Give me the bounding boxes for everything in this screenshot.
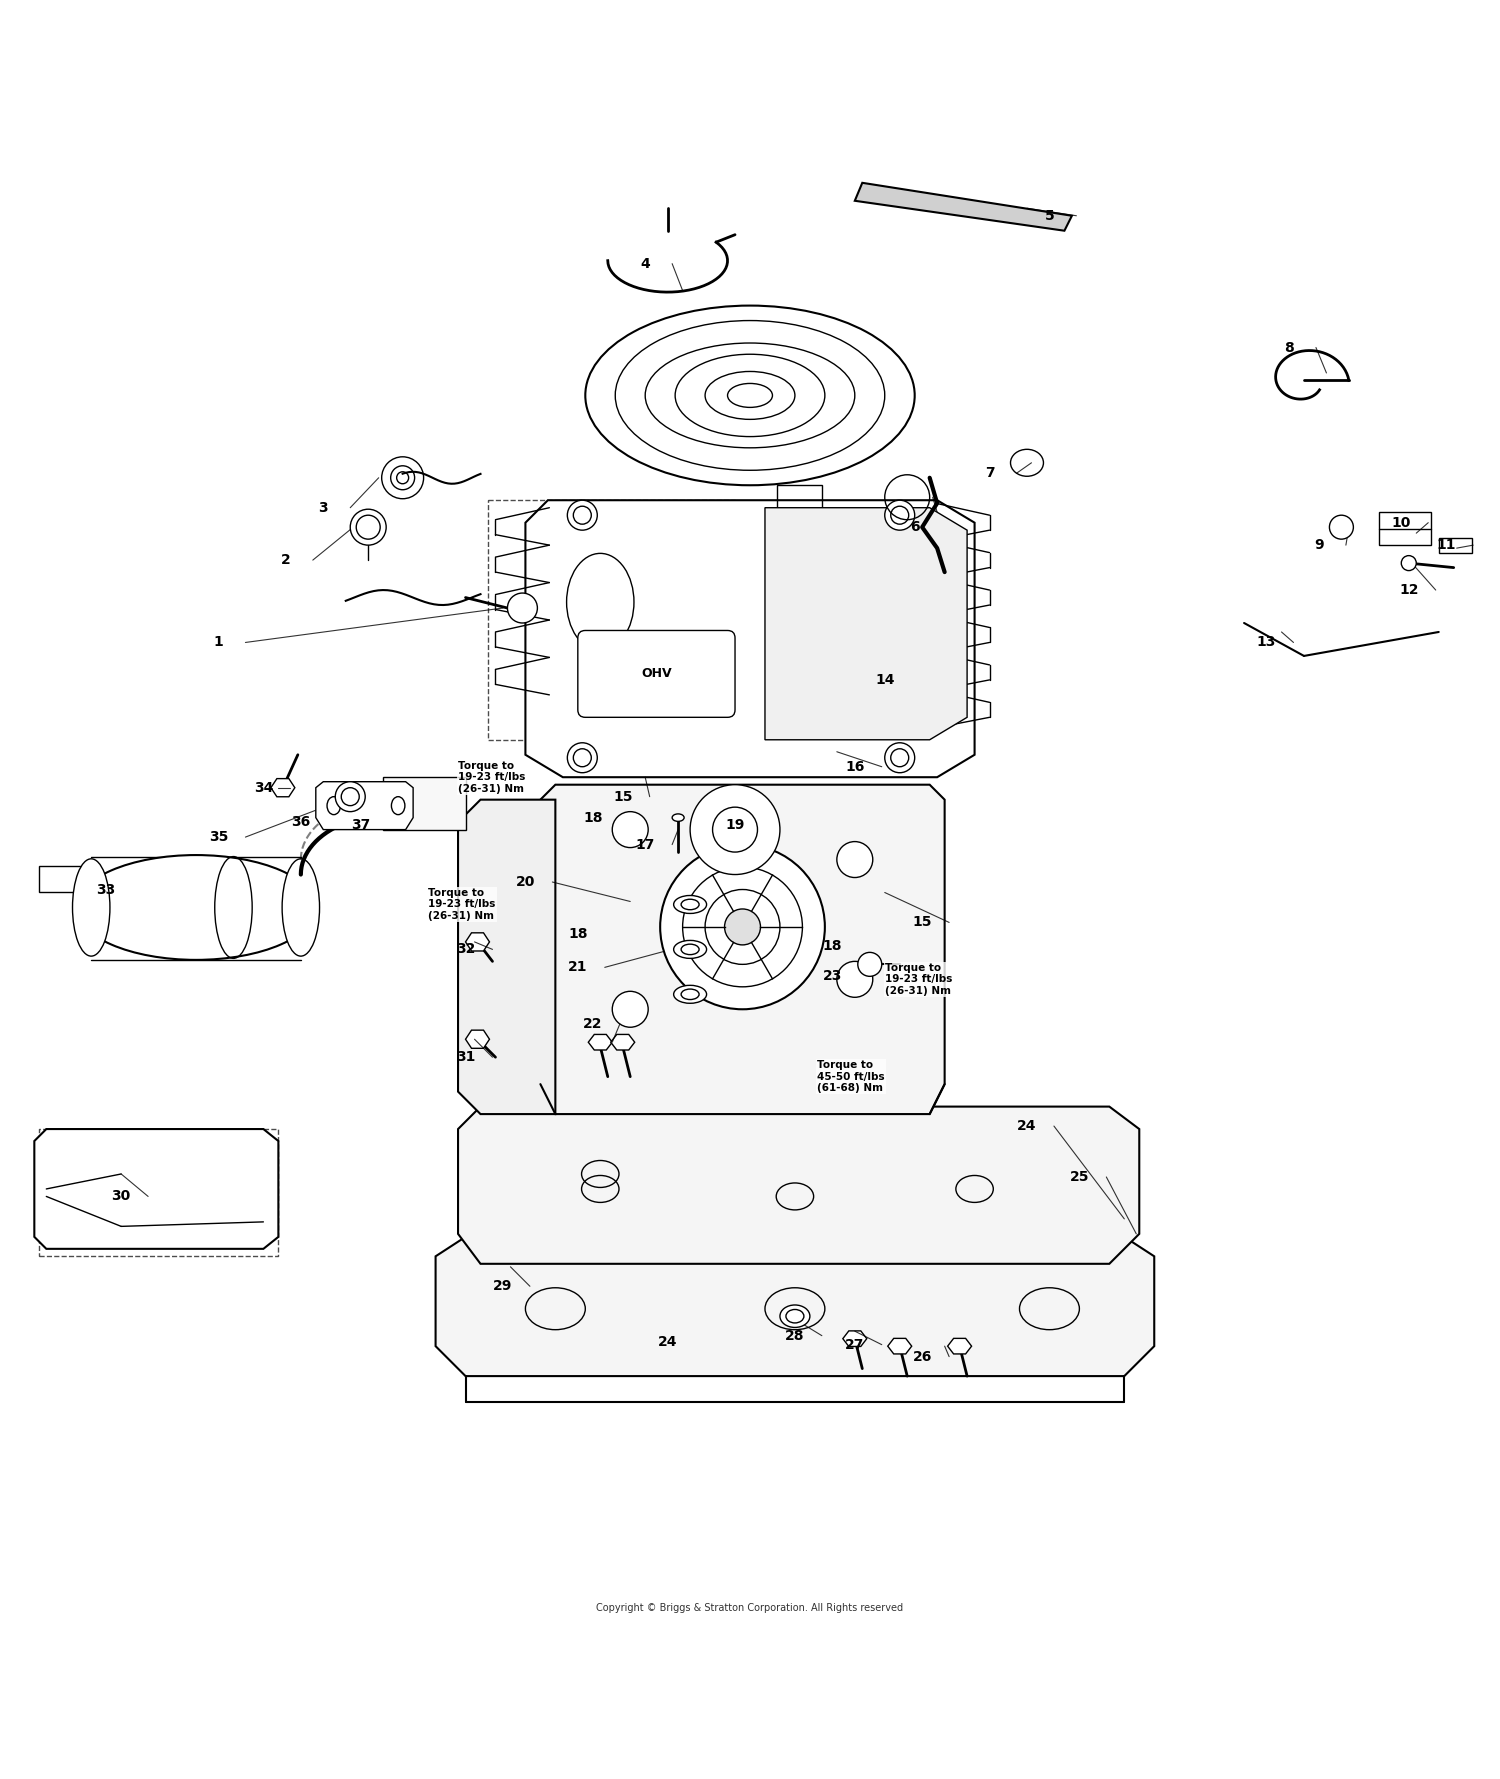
Text: 17: 17 [636, 838, 656, 852]
Circle shape [612, 991, 648, 1026]
Circle shape [885, 500, 915, 530]
Text: 27: 27 [844, 1338, 864, 1352]
Text: Torque to
19-23 ft/lbs
(26-31) Nm: Torque to 19-23 ft/lbs (26-31) Nm [885, 962, 952, 996]
Text: Torque to
19-23 ft/lbs
(26-31) Nm: Torque to 19-23 ft/lbs (26-31) Nm [427, 888, 495, 922]
Text: 25: 25 [1070, 1171, 1089, 1185]
Text: 22: 22 [584, 1018, 603, 1032]
Circle shape [612, 811, 648, 847]
Text: 15: 15 [614, 790, 633, 804]
Bar [777, 486, 822, 507]
FancyBboxPatch shape [578, 630, 735, 717]
Text: 3: 3 [318, 500, 328, 514]
Text: 16: 16 [844, 760, 864, 774]
Text: 24: 24 [1017, 1119, 1036, 1133]
Circle shape [567, 744, 597, 772]
Circle shape [660, 845, 825, 1009]
Polygon shape [843, 1331, 867, 1347]
Text: 12: 12 [1400, 584, 1419, 598]
Text: 31: 31 [456, 1050, 476, 1064]
Text: 18: 18 [822, 939, 842, 954]
Text: 11: 11 [1437, 537, 1456, 551]
Text: 24: 24 [658, 1334, 678, 1348]
Polygon shape [435, 1236, 1155, 1377]
Text: 10: 10 [1392, 516, 1411, 530]
Circle shape [350, 509, 386, 544]
Ellipse shape [780, 1306, 810, 1327]
Ellipse shape [282, 859, 320, 955]
Circle shape [507, 592, 537, 623]
Text: 37: 37 [351, 818, 370, 833]
Circle shape [567, 500, 597, 530]
Text: 18: 18 [568, 927, 588, 941]
Text: Torque to
19-23 ft/lbs
(26-31) Nm: Torque to 19-23 ft/lbs (26-31) Nm [458, 761, 525, 793]
Polygon shape [540, 785, 945, 1114]
Circle shape [837, 961, 873, 998]
Text: 19: 19 [726, 818, 744, 833]
Text: 2: 2 [280, 553, 291, 568]
Bar [39, 866, 92, 893]
Text: 8: 8 [1284, 340, 1294, 354]
Ellipse shape [674, 895, 706, 913]
Text: 14: 14 [874, 672, 894, 687]
Polygon shape [765, 507, 968, 740]
Polygon shape [465, 932, 489, 952]
Polygon shape [610, 1034, 634, 1050]
Ellipse shape [674, 986, 706, 1003]
Ellipse shape [672, 813, 684, 822]
Text: Copyright © Briggs & Stratton Corporation. All Rights reserved: Copyright © Briggs & Stratton Corporatio… [597, 1603, 903, 1614]
Ellipse shape [76, 856, 316, 961]
Polygon shape [588, 1034, 612, 1050]
Text: OHV: OHV [640, 667, 672, 680]
Text: 34: 34 [254, 781, 273, 795]
Text: 13: 13 [1257, 635, 1276, 649]
Text: Torque to
45-50 ft/lbs
(61-68) Nm: Torque to 45-50 ft/lbs (61-68) Nm [818, 1060, 885, 1094]
Text: 1: 1 [213, 635, 223, 649]
Bar [1378, 512, 1431, 544]
Text: 4: 4 [640, 256, 650, 270]
Circle shape [336, 781, 364, 811]
Ellipse shape [72, 859, 110, 955]
Ellipse shape [674, 941, 706, 959]
Polygon shape [948, 1338, 972, 1354]
Text: BRIGGS&STRATTON: BRIGGS&STRATTON [580, 831, 920, 859]
Text: 6: 6 [910, 519, 920, 534]
Text: 29: 29 [494, 1279, 513, 1293]
Text: 33: 33 [96, 882, 116, 897]
Polygon shape [855, 183, 1072, 231]
Text: 21: 21 [568, 961, 588, 975]
Circle shape [885, 744, 915, 772]
Text: 32: 32 [456, 943, 476, 957]
Text: 5: 5 [1044, 208, 1054, 222]
Text: 35: 35 [209, 831, 228, 843]
Circle shape [1329, 516, 1353, 539]
Polygon shape [525, 500, 975, 777]
Text: 9: 9 [1314, 537, 1324, 551]
Text: 23: 23 [822, 970, 842, 984]
Polygon shape [316, 781, 413, 829]
Bar [1438, 537, 1472, 553]
Text: 28: 28 [784, 1329, 804, 1343]
Text: 26: 26 [912, 1350, 932, 1364]
Polygon shape [34, 1130, 279, 1249]
Polygon shape [272, 779, 296, 797]
Circle shape [690, 785, 780, 875]
Text: 7: 7 [984, 466, 994, 480]
Text: 36: 36 [291, 815, 310, 829]
Text: 18: 18 [584, 811, 603, 825]
Text: 20: 20 [516, 875, 536, 890]
Polygon shape [888, 1338, 912, 1354]
Text: 15: 15 [912, 916, 932, 929]
Polygon shape [458, 801, 555, 1114]
Polygon shape [458, 1107, 1140, 1263]
Circle shape [837, 841, 873, 877]
Circle shape [1401, 555, 1416, 571]
Polygon shape [465, 1030, 489, 1048]
Circle shape [858, 952, 882, 977]
Circle shape [724, 909, 760, 945]
Circle shape [381, 457, 423, 498]
Text: 30: 30 [111, 1190, 130, 1203]
Bar [382, 777, 465, 829]
